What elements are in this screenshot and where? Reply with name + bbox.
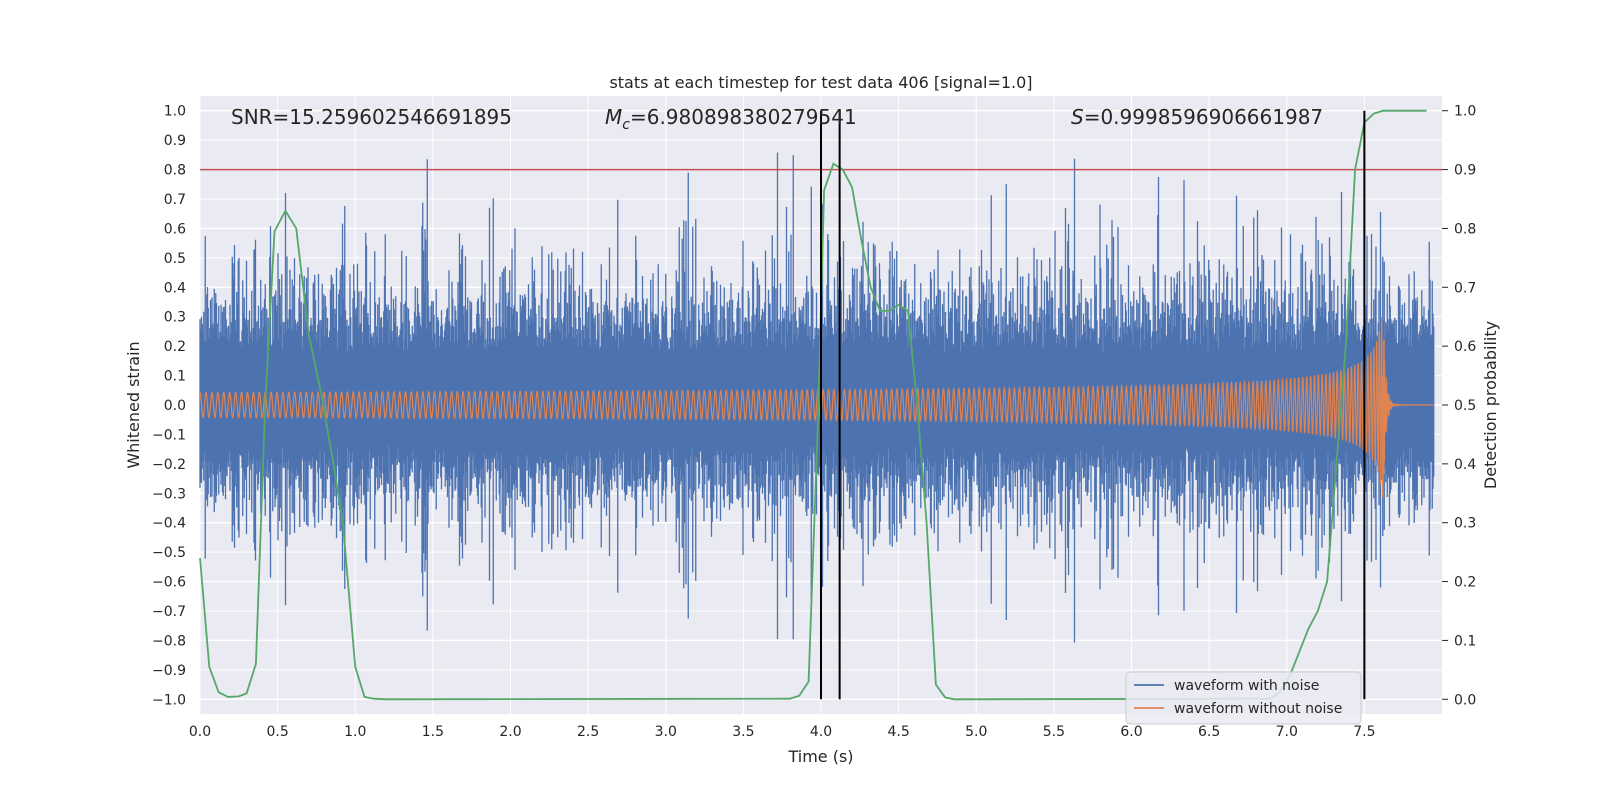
snr-annotation: SNR=15.259602546691895 [231, 105, 512, 129]
x-tick-label: 1.5 [422, 724, 444, 740]
y-tick-label: 0.8 [164, 163, 186, 179]
y-tick-label: 0.4 [164, 280, 186, 296]
y2-tick-label: 0.7 [1454, 280, 1476, 296]
y-tick-label: 0.6 [164, 221, 186, 237]
chart-title: stats at each timestep for test data 406… [609, 73, 1032, 92]
y2-tick-label: 0.0 [1454, 692, 1476, 708]
y-tick-label: 0.1 [164, 369, 186, 385]
y-tick-label: 0.7 [164, 192, 186, 208]
x-tick-label: 4.0 [810, 724, 832, 740]
plot-content [199, 109, 1442, 701]
x-tick-label: 2.5 [577, 724, 599, 740]
y-tick-label: 1.0 [164, 104, 186, 120]
y2-tick-label: 1.0 [1454, 104, 1476, 120]
y2-tick-label: 0.3 [1454, 516, 1476, 532]
y2-tick-label: 0.8 [1454, 221, 1476, 237]
chirp-mass-value: =6.980898380279541 [630, 105, 857, 129]
y-axis-title: Whitened strain [124, 341, 143, 468]
y-tick-label: −0.5 [152, 545, 186, 561]
x-tick-label: 7.0 [1276, 724, 1298, 740]
y-tick-label: 0.5 [164, 251, 186, 267]
y-tick-label: −0.7 [152, 604, 186, 620]
y2-tick-label: 0.2 [1454, 575, 1476, 591]
x-axis-title: Time (s) [787, 747, 853, 766]
y-tick-label: 0.9 [164, 133, 186, 149]
y2-tick-label: 0.9 [1454, 163, 1476, 179]
y-tick-label: −0.1 [152, 427, 186, 443]
x-tick-label: 6.0 [1120, 724, 1142, 740]
axes-labels: 0.0 0.5 1.0 1.5 2.0 2.5 3.0 3.5 4.0 4.5 5.0 5.5 6.0 6… [152, 104, 1476, 740]
x-tick-label: 4.5 [887, 724, 909, 740]
y-tick-label: 0.3 [164, 310, 186, 326]
x-tick-label: 6.5 [1198, 724, 1220, 740]
y-tick-label: −0.9 [152, 663, 186, 679]
y-tick-label: −1.0 [152, 692, 186, 708]
x-tick-label: 0.0 [189, 724, 211, 740]
x-tick-label: 3.0 [655, 724, 677, 740]
y2-tick-label: 0.5 [1454, 398, 1476, 414]
x-tick-label: 1.0 [344, 724, 366, 740]
s-value: =0.9998596906661987 [1084, 105, 1323, 129]
x-tick-label: 7.5 [1353, 724, 1375, 740]
series-detection-probability [199, 109, 1427, 701]
legend-box [1125, 671, 1362, 725]
x-tick-label: 2.0 [499, 724, 521, 740]
y2-axis-title: Detection probability [1481, 321, 1500, 489]
series-waveform-without-noise [199, 317, 1434, 498]
y-tick-label: −0.2 [152, 457, 186, 473]
y2-tick-label: 0.6 [1454, 339, 1476, 355]
chirp-mass-symbol: M [605, 105, 622, 129]
x-tick-label: 3.5 [732, 724, 754, 740]
x-tick-label: 5.5 [1043, 724, 1065, 740]
s-symbol: S [1071, 105, 1084, 129]
legend-label-clean: waveform without noise [1174, 701, 1342, 717]
legend: waveform with noise waveform without noi… [1125, 671, 1362, 725]
y-tick-label: −0.3 [152, 486, 186, 502]
y-tick-label: −0.4 [152, 516, 186, 532]
chirp-mass-annotation: Mc=6.980898380279541 [605, 105, 857, 133]
x-tick-label: 5.0 [965, 724, 987, 740]
s-annotation: S=0.9998596906661987 [1071, 105, 1323, 129]
y2-tick-label: 0.1 [1454, 633, 1476, 649]
y-tick-label: 0.2 [164, 339, 186, 355]
chirp-mass-subscript: c [622, 117, 630, 133]
y-tick-label: 0.0 [164, 398, 186, 414]
y2-tick-label: 0.4 [1454, 457, 1476, 473]
y-tick-label: −0.8 [152, 633, 186, 649]
legend-label-noise: waveform with noise [1174, 678, 1319, 694]
x-tick-label: 0.5 [266, 724, 288, 740]
y-tick-label: −0.6 [152, 575, 186, 591]
